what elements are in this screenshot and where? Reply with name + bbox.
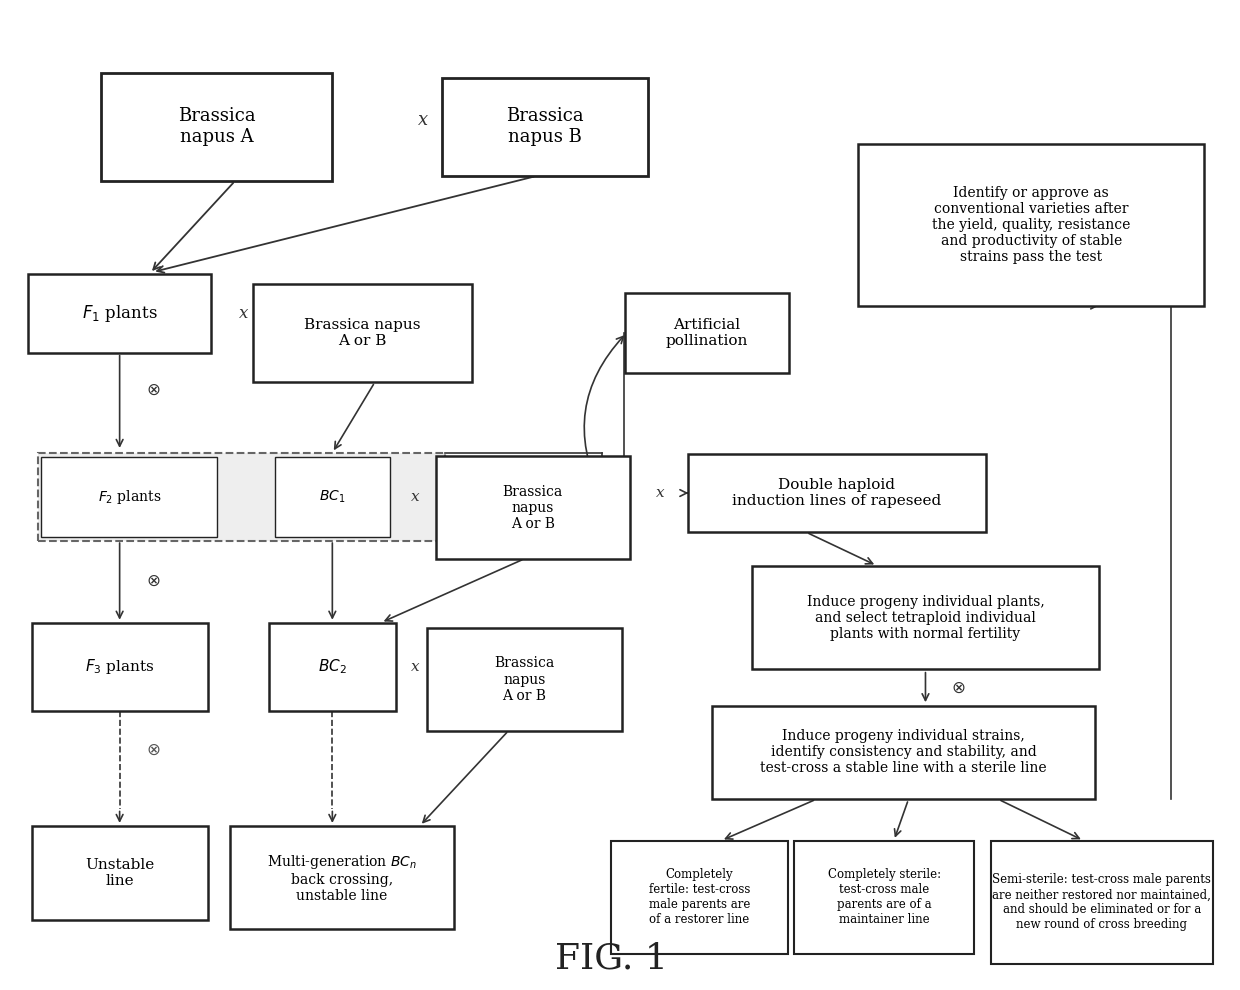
- Text: Double haploid
induction lines of rapeseed: Double haploid induction lines of rapese…: [732, 478, 941, 508]
- Text: Brassica
napus
A or B: Brassica napus A or B: [502, 484, 563, 531]
- FancyBboxPatch shape: [625, 293, 789, 373]
- FancyBboxPatch shape: [31, 827, 208, 920]
- FancyBboxPatch shape: [688, 453, 986, 533]
- Text: Artificial
pollination: Artificial pollination: [666, 318, 748, 348]
- Text: Semi-sterile: test-cross male parents
are neither restored nor maintained,
and s: Semi-sterile: test-cross male parents ar…: [992, 873, 1211, 932]
- FancyBboxPatch shape: [102, 73, 332, 181]
- FancyBboxPatch shape: [31, 623, 208, 711]
- Text: x: x: [418, 111, 429, 129]
- Text: Unstable
line: Unstable line: [86, 858, 154, 888]
- FancyBboxPatch shape: [441, 78, 649, 176]
- FancyBboxPatch shape: [253, 284, 472, 382]
- Text: $BC_1$: $BC_1$: [319, 489, 346, 505]
- Text: Brassica napus
A or B: Brassica napus A or B: [305, 318, 420, 348]
- FancyBboxPatch shape: [29, 274, 211, 352]
- Text: x: x: [239, 305, 248, 322]
- Text: Multi-generation $BC_n$
back crossing,
unstable line: Multi-generation $BC_n$ back crossing, u…: [267, 852, 417, 903]
- Text: Brassica
napus A: Brassica napus A: [179, 108, 255, 147]
- FancyBboxPatch shape: [41, 456, 217, 538]
- FancyBboxPatch shape: [229, 827, 455, 930]
- FancyBboxPatch shape: [753, 566, 1099, 669]
- FancyBboxPatch shape: [712, 706, 1095, 799]
- Text: $BC_2$: $BC_2$: [317, 657, 347, 676]
- FancyBboxPatch shape: [611, 842, 787, 954]
- FancyBboxPatch shape: [435, 456, 630, 559]
- FancyBboxPatch shape: [427, 628, 621, 731]
- Text: Completely
fertile: test-cross
male parents are
of a restorer line: Completely fertile: test-cross male pare…: [649, 868, 750, 927]
- Text: Brassica
napus B: Brassica napus B: [506, 108, 584, 147]
- Text: x: x: [410, 490, 419, 504]
- Text: Brassica
napus
A or B: Brassica napus A or B: [495, 656, 554, 703]
- Text: Induce progeny individual plants,
and select tetraploid individual
plants with n: Induce progeny individual plants, and se…: [806, 595, 1044, 641]
- Text: $F_1$ plants: $F_1$ plants: [82, 303, 157, 324]
- FancyBboxPatch shape: [269, 623, 396, 711]
- Text: Induce progeny individual strains,
identify consistency and stability, and
test-: Induce progeny individual strains, ident…: [760, 729, 1047, 775]
- FancyBboxPatch shape: [37, 452, 445, 542]
- Text: FIG. 1: FIG. 1: [556, 941, 668, 975]
- Text: x: x: [656, 486, 665, 500]
- Text: ⊗: ⊗: [951, 678, 965, 696]
- Text: Identify or approve as
conventional varieties after
the yield, quality, resistan: Identify or approve as conventional vari…: [932, 186, 1131, 264]
- Text: Completely sterile:
test-cross male
parents are of a
maintainer line: Completely sterile: test-cross male pare…: [827, 868, 941, 927]
- Text: $F_3$ plants: $F_3$ plants: [84, 657, 155, 676]
- Text: ⊗: ⊗: [146, 381, 161, 399]
- FancyBboxPatch shape: [274, 456, 391, 538]
- FancyBboxPatch shape: [794, 842, 975, 954]
- Text: ⊗: ⊗: [146, 571, 161, 589]
- FancyBboxPatch shape: [991, 842, 1213, 963]
- Text: x: x: [410, 659, 419, 674]
- Text: $F_2$ plants: $F_2$ plants: [98, 488, 161, 506]
- FancyBboxPatch shape: [858, 145, 1204, 306]
- Text: ⊗: ⊗: [146, 742, 161, 759]
